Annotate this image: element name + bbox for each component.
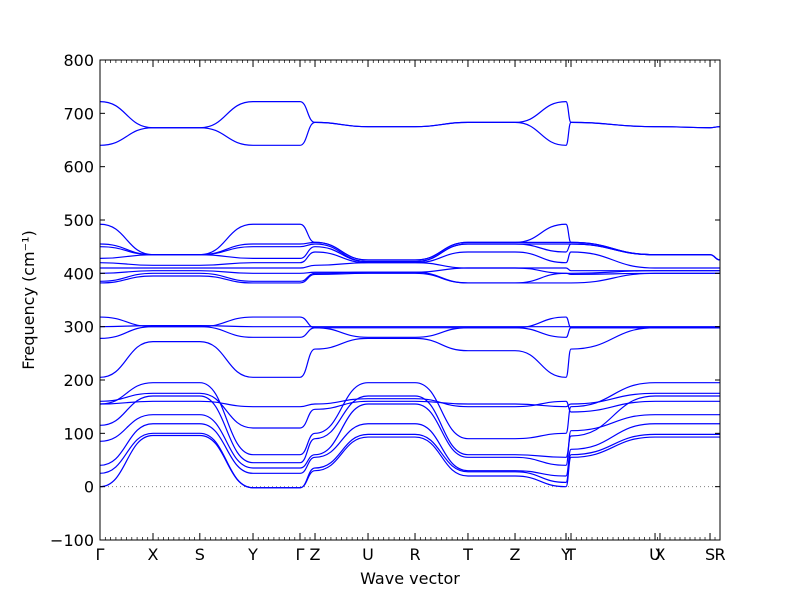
y-tick-label: 300 [63, 318, 94, 337]
x-tick-label: X [654, 545, 665, 564]
band-line-8 [100, 398, 720, 413]
y-tick-label: 0 [84, 478, 94, 497]
x-tick-label: Y [560, 545, 571, 564]
y-tick-label: −100 [50, 531, 94, 550]
band-line-2 [100, 432, 720, 489]
band-line-5 [100, 395, 720, 464]
x-axis-label: Wave vector [360, 569, 460, 588]
x-tick-label: X [148, 545, 159, 564]
band-line-16 [100, 262, 720, 272]
y-tick-label: 200 [63, 371, 94, 390]
band-line-21 [100, 223, 720, 261]
band-line-12 [100, 316, 720, 329]
x-tick-label: Z [510, 545, 521, 564]
x-tick-label: R [714, 545, 725, 564]
band-line-6 [100, 382, 720, 456]
x-tick-label: T [462, 545, 473, 564]
y-tick-label: 700 [63, 104, 94, 123]
band-line-4 [100, 403, 720, 469]
x-tick-label: S [705, 545, 715, 564]
y-axis-label: Frequency (cm⁻¹) [19, 230, 38, 369]
x-tick-label: Z [310, 545, 321, 564]
y-tick-label: 800 [63, 51, 94, 70]
y-tick-label: 600 [63, 158, 94, 177]
x-tick-label: T [565, 545, 576, 564]
y-tick-label: 100 [63, 424, 94, 443]
band-line-14 [100, 271, 720, 284]
x-tick-label: U [362, 545, 374, 564]
band-line-11 [100, 325, 720, 328]
band-line-23 [100, 100, 720, 129]
x-tick-label: Γ [296, 545, 305, 564]
y-axis: −100 0 100 200 300 400 500 600 700 800 [50, 51, 720, 550]
band-line-17 [100, 251, 720, 269]
x-tick-label: U [649, 545, 661, 564]
x-axis: Γ X S Y Γ Z U R T Z YT UX S R [96, 60, 726, 564]
band-line-3 [100, 423, 720, 477]
x-tick-label: S [195, 545, 205, 564]
y-tick-label: 400 [63, 264, 94, 283]
x-tick-label: R [409, 545, 420, 564]
x-tick-label: Γ [96, 545, 105, 564]
band-line-1 [100, 434, 720, 489]
series-layer [100, 100, 720, 489]
y-tick-label: 500 [63, 211, 94, 230]
x-tick-label: Y [247, 545, 258, 564]
